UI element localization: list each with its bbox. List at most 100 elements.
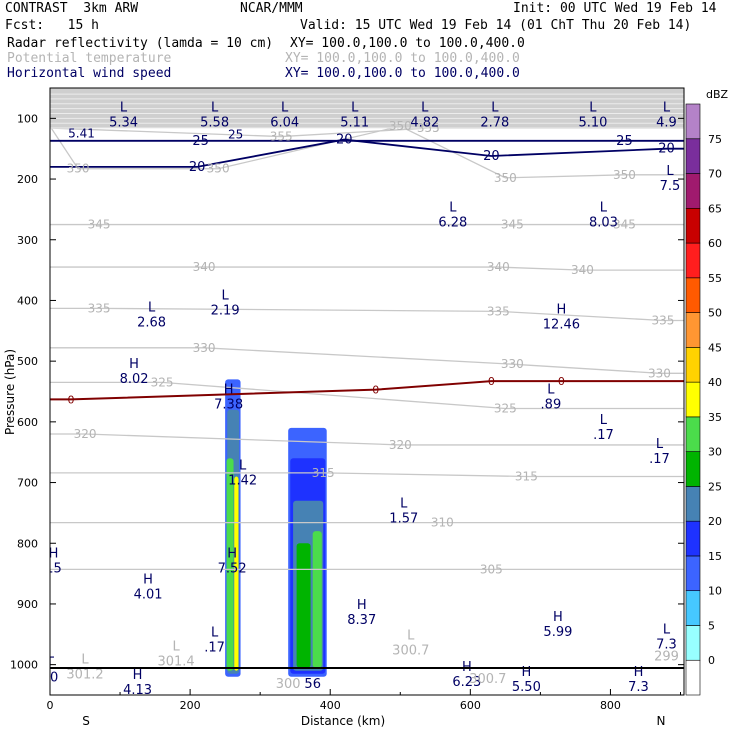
extremum-value: 6.04	[270, 115, 299, 130]
extremum-value: 12.46	[543, 317, 580, 332]
extremum-marker: L	[281, 100, 289, 115]
theta-contour-label: 350	[494, 171, 517, 185]
extremum-value: 2.68	[137, 316, 166, 331]
theta-contour-line	[50, 266, 684, 271]
wind-contours	[50, 138, 684, 168]
colorbar-level-label: 0	[708, 654, 715, 667]
extremum-marker: H	[227, 546, 237, 561]
extremum-marker: L	[211, 100, 219, 115]
theta-contour-line	[50, 381, 684, 410]
extremum-marker: L	[656, 437, 664, 452]
extremum-value: 7.38	[214, 398, 243, 413]
colorbar-level-label: 10	[708, 585, 722, 598]
y-tick-label: 800	[17, 537, 38, 550]
theta-contour-label: 340	[487, 260, 510, 274]
theta-contour-label: 325	[151, 375, 174, 389]
extremum-value: 15	[45, 561, 62, 576]
extremum-marker: T	[45, 656, 54, 671]
colorbar-swatch	[685, 486, 701, 522]
theta-contour-label: 325	[494, 401, 517, 415]
extremum-marker: H	[357, 598, 367, 613]
extremum-marker: L	[400, 497, 408, 512]
colorbar-level-label: 75	[708, 133, 722, 146]
extremum-marker: L	[449, 200, 457, 215]
reflectivity-cell	[226, 458, 234, 671]
colorbar-level-label: 65	[708, 202, 722, 215]
zero-isotherm-label: 0	[488, 375, 495, 388]
extremum-marker: L	[351, 100, 359, 115]
zero-isotherm-label: 0	[558, 375, 565, 388]
theta-contour-label: 350	[613, 168, 636, 182]
y-tick-label: 200	[17, 173, 38, 186]
extremum-value: 6.23	[452, 675, 481, 690]
theta-contour-label: 345	[501, 218, 524, 232]
extremum-marker: L	[600, 413, 608, 428]
reflectivity-cell	[296, 543, 311, 668]
theta-contour-label: 315	[515, 469, 538, 483]
extremum-marker: L	[211, 625, 219, 640]
extremum-value: 56	[304, 677, 321, 692]
extremum-value: .17	[649, 452, 670, 467]
org-title: NCAR/MMM	[240, 1, 303, 16]
plot-frame	[49, 87, 685, 696]
north-end-label: N	[657, 714, 666, 728]
colorbar: 0 5 10 15 20 25 30 35 40 45 50 55 60 65 70 75 dBZ	[685, 88, 729, 696]
theta-contours	[50, 93, 684, 571]
colorbar-swatch	[685, 103, 701, 140]
extremum-value: 301.2	[66, 668, 103, 683]
extremum-marker: L	[120, 100, 128, 115]
theta-contour-line	[50, 125, 684, 179]
colorbar-level-label: 40	[708, 376, 722, 389]
wind-contour-label: 25	[192, 134, 209, 149]
y-tick-label: 1000	[10, 659, 38, 672]
field-xy-theta: XY= 100.0,100.0 to 100.0,400.0	[285, 51, 520, 66]
y-tick-label: 700	[17, 477, 38, 490]
reflectivity-cell	[312, 531, 322, 668]
extremum-marker: L	[491, 100, 499, 115]
theta-contour-label: 305	[480, 562, 503, 576]
theta-contour-label: 320	[389, 438, 412, 452]
y-tick-label: 100	[17, 112, 38, 125]
zero-isotherm-label: 0	[68, 393, 75, 406]
theta-contour-label: 330	[501, 357, 524, 371]
theta-contour-label: 350	[67, 162, 90, 176]
extremum-value: 8.03	[589, 215, 618, 230]
theta-contour-label: 340	[193, 260, 216, 274]
y-tick-label: 600	[17, 416, 38, 429]
theta-contour-label: 350	[389, 119, 412, 133]
theta-contour-label: 315	[312, 466, 335, 480]
extremum-value: .17	[204, 640, 225, 655]
colorbar-level-label: 50	[708, 307, 722, 320]
init-time: Init: 00 UTC Wed 19 Feb 14	[513, 1, 717, 16]
extremum-value: 5.58	[200, 115, 229, 130]
zero-isotherm-label: 0	[372, 384, 379, 397]
theta-contour-line	[50, 433, 684, 446]
extremum-marker: H	[557, 302, 567, 317]
colorbar-level-label: 25	[708, 480, 722, 493]
extremum-value: 8.02	[120, 372, 149, 387]
extremum-marker: H	[143, 573, 153, 588]
extremum-marker: L	[600, 200, 608, 215]
x-tick-label: 400	[320, 699, 341, 712]
field-name-theta: Potential temperature	[7, 51, 172, 66]
y-tick-label: 500	[17, 355, 38, 368]
theta-contour-label: 25	[228, 128, 243, 142]
y-tick-label: 300	[17, 234, 38, 247]
wind-contour-label: 20	[189, 160, 206, 175]
x-tick-label: 0	[47, 699, 54, 712]
extremum-value: .89	[541, 398, 562, 413]
extremum-value: 4.01	[134, 588, 163, 603]
colorbar-swatch	[685, 520, 701, 557]
extremum-marker: H	[133, 668, 143, 683]
wind-contour-label: 20	[658, 142, 675, 157]
extremum-value: 4.9	[656, 115, 677, 130]
extremum-marker: L	[239, 458, 247, 473]
wind-20-contour-line	[50, 138, 684, 168]
extremum-value: 300	[276, 677, 301, 692]
x-axis-label: Distance (km)	[301, 714, 385, 728]
extremum-marker: L	[547, 383, 555, 398]
extremum-value: 7.3	[628, 680, 649, 695]
extremum-value: 5.11	[340, 115, 369, 130]
colorbar-swatch	[685, 173, 701, 209]
